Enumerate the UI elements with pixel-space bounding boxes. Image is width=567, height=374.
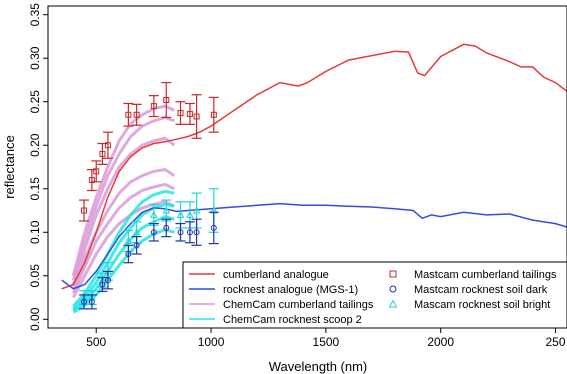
mastcam-cumberland-point — [93, 168, 100, 175]
mastcam-dark-point — [104, 277, 111, 284]
mastcam-cumberland-point — [193, 113, 200, 120]
mastcam-dark-point — [88, 298, 95, 305]
mastcam-bright-point — [176, 210, 185, 218]
x-tick-label: 250 — [546, 335, 566, 349]
mastcam-bright-point — [150, 210, 158, 218]
legend: cumberland analogue rocknest analogue (MG… — [182, 261, 567, 329]
x-axis-label: Wavelength (nm) — [269, 359, 368, 374]
series-line-cumberland-analogue — [61, 43, 567, 290]
legend-label: ChemCam rocknest scoop 2 — [223, 314, 362, 326]
legend-swatch — [389, 285, 397, 293]
mastcam-dark-point — [99, 281, 106, 288]
mastcam-bright-point — [124, 236, 133, 244]
mastcam-dark-point — [133, 242, 140, 249]
mastcam-dark-point — [193, 229, 200, 236]
mastcam-dark-point — [177, 229, 184, 236]
data-layer — [61, 43, 567, 314]
chemcam-cumberland-line — [71, 200, 175, 299]
mastcam-cumberland-point — [99, 150, 106, 157]
legend-label: ChemCam cumberland tailings — [223, 299, 374, 311]
y-axis-label: reflectance — [2, 135, 17, 199]
y-tick-label: 0.15 — [28, 177, 42, 201]
mastcam-dark-point — [125, 251, 132, 258]
y-tick-label: 0.25 — [28, 90, 42, 114]
x-tick-label: 500 — [86, 335, 106, 349]
mastcam-dark-point — [150, 229, 157, 236]
mastcam-dark-point — [81, 298, 88, 305]
axes: 500 1000 1500 2000 250 0.00 0.05 0.10 0.15 0.20 0.… — [28, 3, 566, 349]
mastcam-bright-point — [162, 206, 171, 214]
chemcam-rocknest-line — [72, 189, 175, 308]
legend-label: Mastcam cumberland tailings — [414, 269, 557, 281]
legend-label: Mastcam rocknest soil dark — [414, 284, 548, 296]
mastcam-cumberland-point — [163, 96, 170, 103]
y-tick-label: 0.20 — [28, 133, 42, 157]
legend-label: cumberland analogue — [223, 269, 329, 281]
mastcam-bright-point — [192, 206, 201, 214]
legend-label: rocknest analogue (MGS-1) — [223, 284, 358, 296]
mastcam-cumberland-point — [104, 142, 111, 149]
mastcam-cumberland-point — [133, 111, 140, 118]
x-tick-label: 1000 — [198, 335, 225, 349]
mastcam-cumberland-point — [150, 103, 157, 110]
mastcam-cumberland-point — [81, 207, 88, 214]
mastcam-cumberland-point — [210, 111, 217, 118]
y-tick-label: 0.05 — [28, 264, 42, 288]
y-tick-label: 0.10 — [28, 220, 42, 244]
legend-swatch — [388, 299, 398, 308]
y-tick-label: 0.30 — [28, 46, 42, 70]
mastcam-dark-point — [186, 229, 193, 236]
legend-label: Mascam rocknest soil bright — [414, 299, 550, 311]
y-tick-label: 0.00 — [28, 307, 42, 331]
chemcam-cumberland-line — [71, 168, 176, 290]
chemcam-cumberland-line — [71, 115, 175, 281]
x-tick-label: 2000 — [427, 335, 454, 349]
chemcam-cumberland-line — [71, 136, 176, 285]
mastcam-cumberland-point — [125, 111, 132, 118]
y-tick-label: 0.35 — [28, 3, 42, 27]
chemcam-cumberland-line — [71, 182, 175, 294]
legend-swatch — [389, 270, 397, 278]
legend-box — [182, 261, 567, 329]
mastcam-cumberland-point — [186, 110, 193, 117]
mastcam-dark-point — [163, 224, 170, 231]
mastcam-cumberland-point — [177, 110, 184, 117]
x-tick-label: 1500 — [313, 335, 340, 349]
chemcam-cumberland-line — [71, 104, 175, 277]
mastcam-dark-point — [210, 224, 217, 231]
series-line-rocknest-analogue — [61, 202, 567, 290]
mastcam-cumberland-point — [88, 177, 95, 184]
mastcam-bright-point — [132, 228, 141, 236]
mastcam-bright-point — [186, 210, 194, 218]
